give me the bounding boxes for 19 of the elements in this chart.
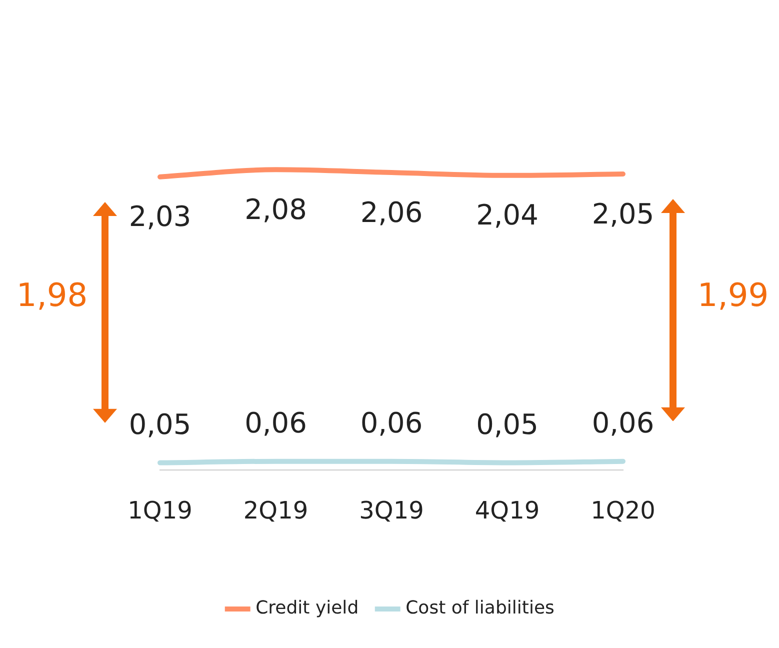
- data-label: 0,06: [244, 406, 307, 440]
- text: 1,99: [697, 276, 769, 314]
- data-label: 0,06: [592, 406, 654, 440]
- data-label: 0,05: [476, 408, 538, 442]
- data-label: 2,08: [244, 192, 307, 226]
- data-label: 2,05: [592, 197, 654, 230]
- legend-label: Credit yield: [256, 598, 359, 619]
- x-tick-label: 1Q20: [590, 496, 656, 525]
- data-label: 2,04: [476, 198, 538, 232]
- data-label: 2,06: [360, 196, 423, 229]
- data-label: 0,05: [128, 408, 192, 442]
- text: 1,98: [16, 276, 88, 314]
- data-label: 0,06: [360, 406, 423, 440]
- data-label: 2,03: [128, 200, 192, 234]
- x-tick-label: 1Q19: [128, 496, 192, 525]
- x-tick-label: 3Q19: [359, 496, 424, 525]
- x-tick-label: 4Q19: [474, 496, 540, 525]
- legend-label: Cost of liabilities: [406, 598, 554, 619]
- x-tick-label: 2Q19: [243, 496, 308, 525]
